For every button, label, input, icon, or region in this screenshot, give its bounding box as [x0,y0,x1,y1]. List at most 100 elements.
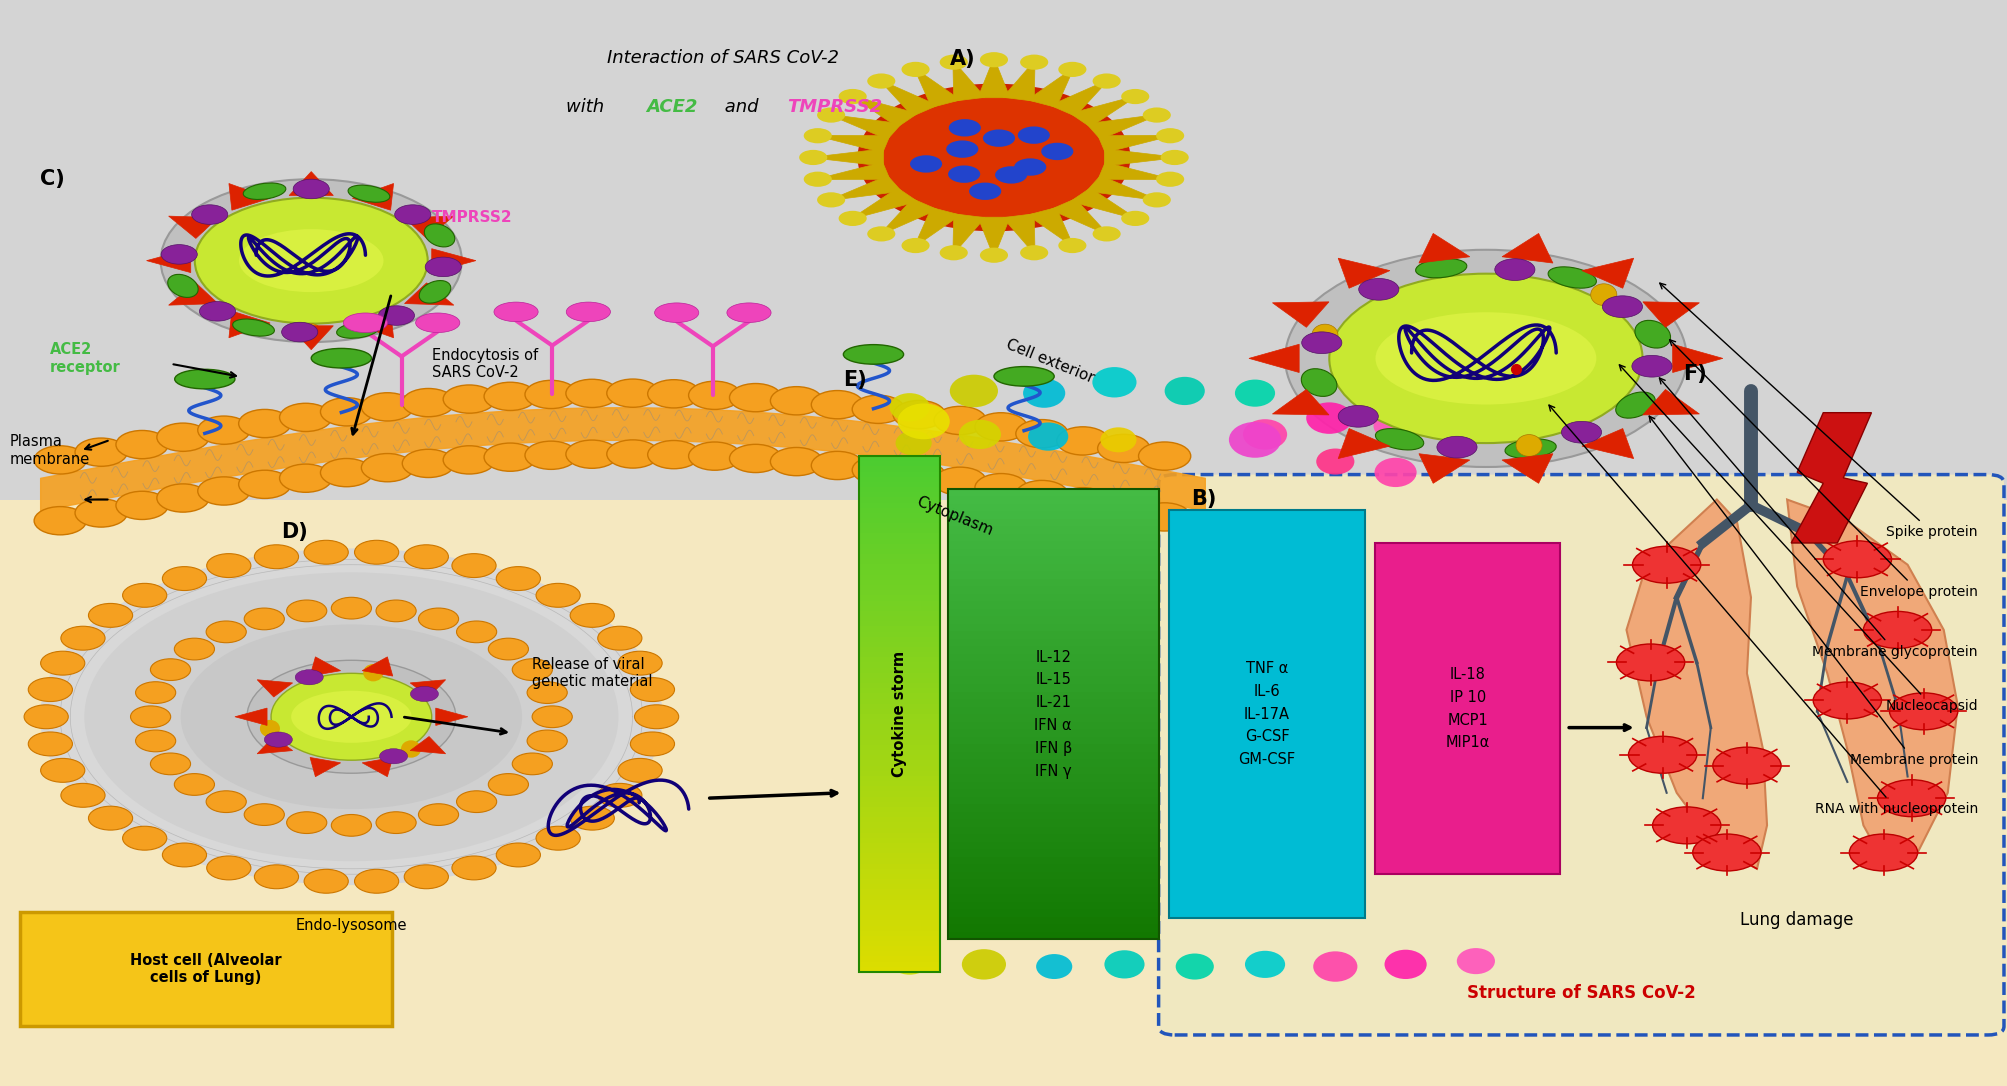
Polygon shape [1582,258,1634,288]
Bar [947,790,1158,797]
Circle shape [1602,295,1642,317]
Circle shape [484,382,536,411]
Text: Spike protein: Spike protein [1660,283,1977,539]
Ellipse shape [843,344,903,364]
Circle shape [771,447,823,476]
Ellipse shape [1234,380,1274,407]
Bar [947,586,1158,594]
Bar [947,849,1158,857]
Bar [859,601,939,606]
Ellipse shape [1028,422,1068,451]
Circle shape [1098,495,1150,523]
Circle shape [630,678,674,702]
Text: and: and [719,98,765,116]
Circle shape [1156,172,1184,187]
Circle shape [1284,250,1686,467]
Bar [859,591,939,595]
Circle shape [293,179,329,199]
Ellipse shape [1311,325,1337,346]
Bar [947,639,1158,646]
Bar [859,657,939,662]
Circle shape [921,154,953,172]
Circle shape [630,732,674,756]
Bar [859,967,939,972]
Ellipse shape [1228,422,1280,458]
Circle shape [281,323,317,342]
Bar [947,617,1158,623]
Text: Interaction of SARS CoV-2: Interaction of SARS CoV-2 [606,49,839,67]
Circle shape [355,541,399,565]
Circle shape [606,440,658,468]
Circle shape [191,205,227,225]
Ellipse shape [337,321,379,338]
Bar [859,807,939,812]
Text: ACE2
receptor: ACE2 receptor [50,342,120,375]
Circle shape [975,473,1028,502]
Bar [947,744,1158,752]
Circle shape [28,678,72,702]
Text: Membrane protein: Membrane protein [1648,416,1977,767]
Bar [0,500,2007,1086]
Bar [947,895,1158,901]
Circle shape [444,384,496,413]
Bar [859,797,939,801]
Circle shape [136,730,177,752]
Circle shape [606,379,658,407]
Circle shape [1120,89,1148,104]
Circle shape [157,424,209,452]
Bar [859,570,939,574]
Polygon shape [849,188,917,219]
Bar [859,719,939,724]
Bar [947,842,1158,849]
Ellipse shape [1505,439,1555,458]
FancyBboxPatch shape [20,912,391,1026]
Circle shape [207,856,251,880]
Bar [859,471,939,477]
Ellipse shape [231,226,391,296]
Circle shape [1016,480,1068,508]
Bar [947,924,1158,932]
Bar [859,730,939,735]
Bar [947,654,1158,661]
Circle shape [247,660,456,773]
Bar [859,662,939,668]
Circle shape [1142,108,1170,123]
Bar [859,559,939,565]
Bar [859,456,939,972]
Bar [859,689,939,694]
Circle shape [1862,611,1931,648]
Polygon shape [977,217,1010,257]
Ellipse shape [1373,412,1413,440]
Circle shape [496,843,540,867]
Circle shape [163,843,207,867]
Circle shape [729,383,781,412]
Polygon shape [309,657,341,677]
Circle shape [175,639,215,660]
Bar [947,811,1158,819]
Bar [859,921,939,925]
Ellipse shape [175,369,235,389]
Circle shape [355,869,399,893]
Circle shape [24,705,68,729]
Circle shape [1337,405,1377,427]
Circle shape [379,748,407,763]
Ellipse shape [1616,392,1654,418]
Circle shape [975,413,1028,441]
Ellipse shape [1373,458,1415,488]
Bar [947,661,1158,669]
Bar [859,905,939,910]
Ellipse shape [363,664,383,681]
Bar [859,482,939,488]
Ellipse shape [1305,403,1353,434]
Circle shape [967,188,999,205]
Circle shape [634,705,678,729]
Bar [947,715,1158,721]
Bar [859,715,939,719]
Polygon shape [1642,302,1698,327]
Bar [947,857,1158,864]
Bar [859,946,939,951]
Ellipse shape [311,349,371,368]
Polygon shape [1582,429,1634,458]
Polygon shape [403,282,454,305]
Bar [947,684,1158,692]
